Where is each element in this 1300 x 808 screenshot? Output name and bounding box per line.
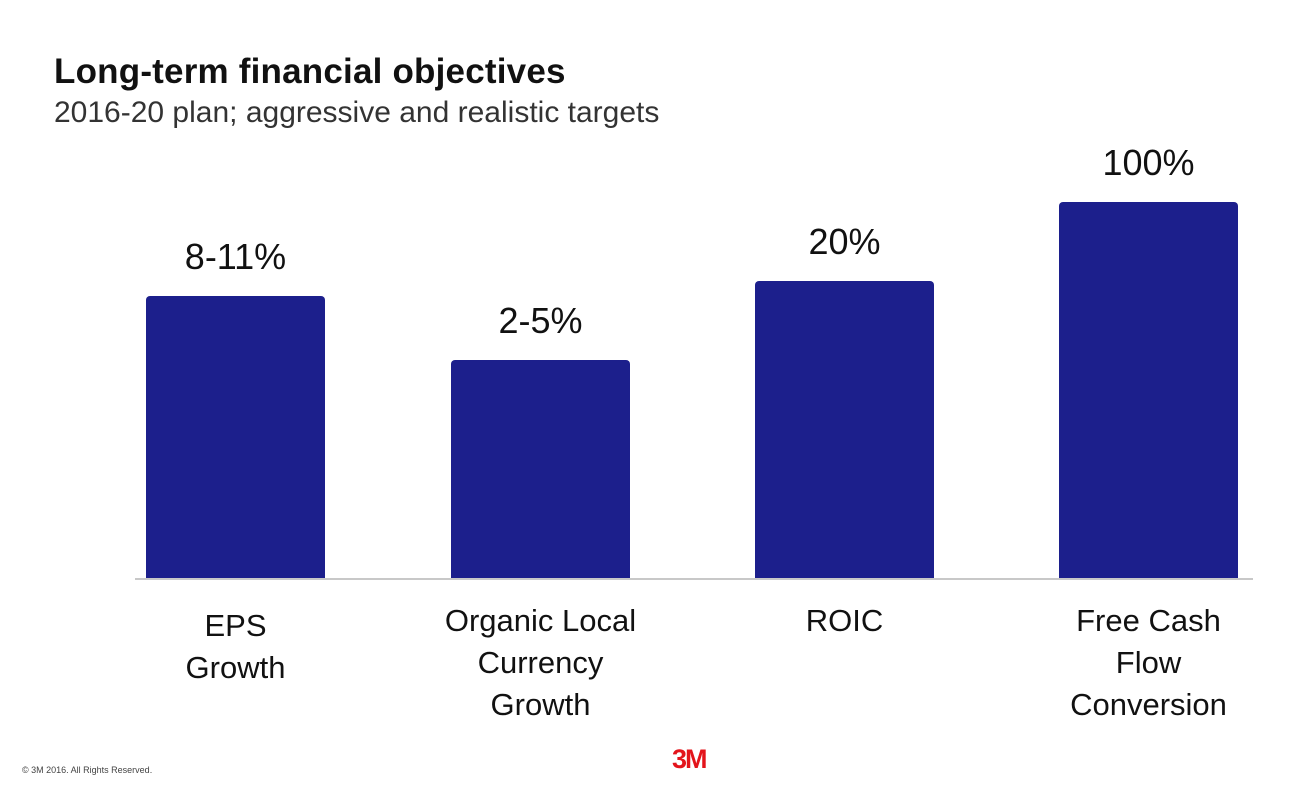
bar-3 bbox=[1059, 202, 1238, 578]
3m-logo: 3M bbox=[672, 744, 707, 774]
bar-2 bbox=[755, 280, 934, 578]
copyright-text: © 3M 2016. All Rights Reserved. bbox=[22, 765, 153, 775]
chart-title: Long-term financial objectives bbox=[54, 52, 566, 91]
data-label-2: 20% bbox=[808, 220, 881, 262]
data-label-0: 8-11% bbox=[184, 236, 287, 277]
chart-subtitle: 2016-20 plan; aggressive and realistic t… bbox=[54, 96, 660, 129]
data-label-1: 2-5% bbox=[498, 299, 583, 341]
x-axis-baseline bbox=[135, 578, 1253, 580]
category-label-0: EPS Growth bbox=[185, 608, 286, 685]
data-label-3: 100% bbox=[1102, 142, 1195, 183]
bar-0 bbox=[146, 296, 325, 578]
category-label-1: Organic Local Currency Growth bbox=[444, 603, 637, 722]
category-label-3: Free Cash Flow Conversion bbox=[1070, 603, 1227, 722]
category-label-2: ROIC bbox=[805, 603, 884, 638]
bar-1 bbox=[451, 359, 630, 578]
